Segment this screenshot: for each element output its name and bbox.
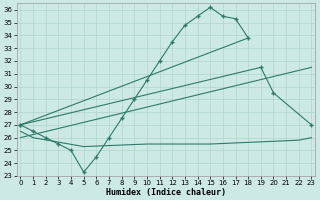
X-axis label: Humidex (Indice chaleur): Humidex (Indice chaleur) <box>106 188 226 197</box>
